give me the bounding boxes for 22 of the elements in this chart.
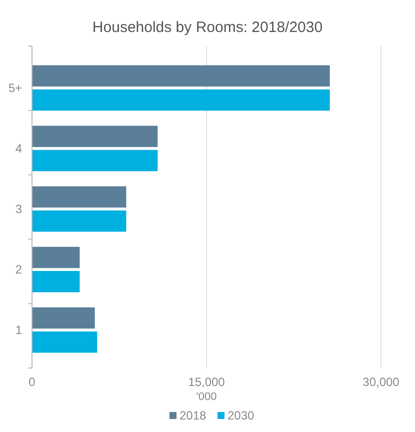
- x-tick-label: 15,000: [188, 375, 226, 389]
- bar: [32, 331, 98, 353]
- x-tick-label: 0: [28, 375, 36, 389]
- bar: [32, 210, 126, 232]
- bar: [32, 150, 158, 172]
- legend-label: 2018: [180, 408, 207, 423]
- bar: [32, 65, 330, 87]
- y-tick-label: 4: [15, 142, 22, 156]
- y-tick-label: 2: [15, 262, 22, 277]
- x-tick-label: 30,000: [362, 375, 400, 389]
- bar: [32, 246, 80, 268]
- legend-label: 2030: [228, 408, 255, 423]
- bar: [32, 186, 126, 208]
- chart-title: Households by Rooms: 2018/2030: [92, 19, 323, 36]
- bar: [32, 307, 95, 329]
- bar: [32, 126, 158, 148]
- bar: [32, 89, 330, 111]
- y-tick-label: 3: [15, 202, 22, 216]
- y-tick-label: 5+: [8, 81, 22, 96]
- bar: [32, 270, 80, 292]
- x-axis-title: '000: [196, 391, 217, 403]
- y-tick-label: 1: [15, 323, 22, 338]
